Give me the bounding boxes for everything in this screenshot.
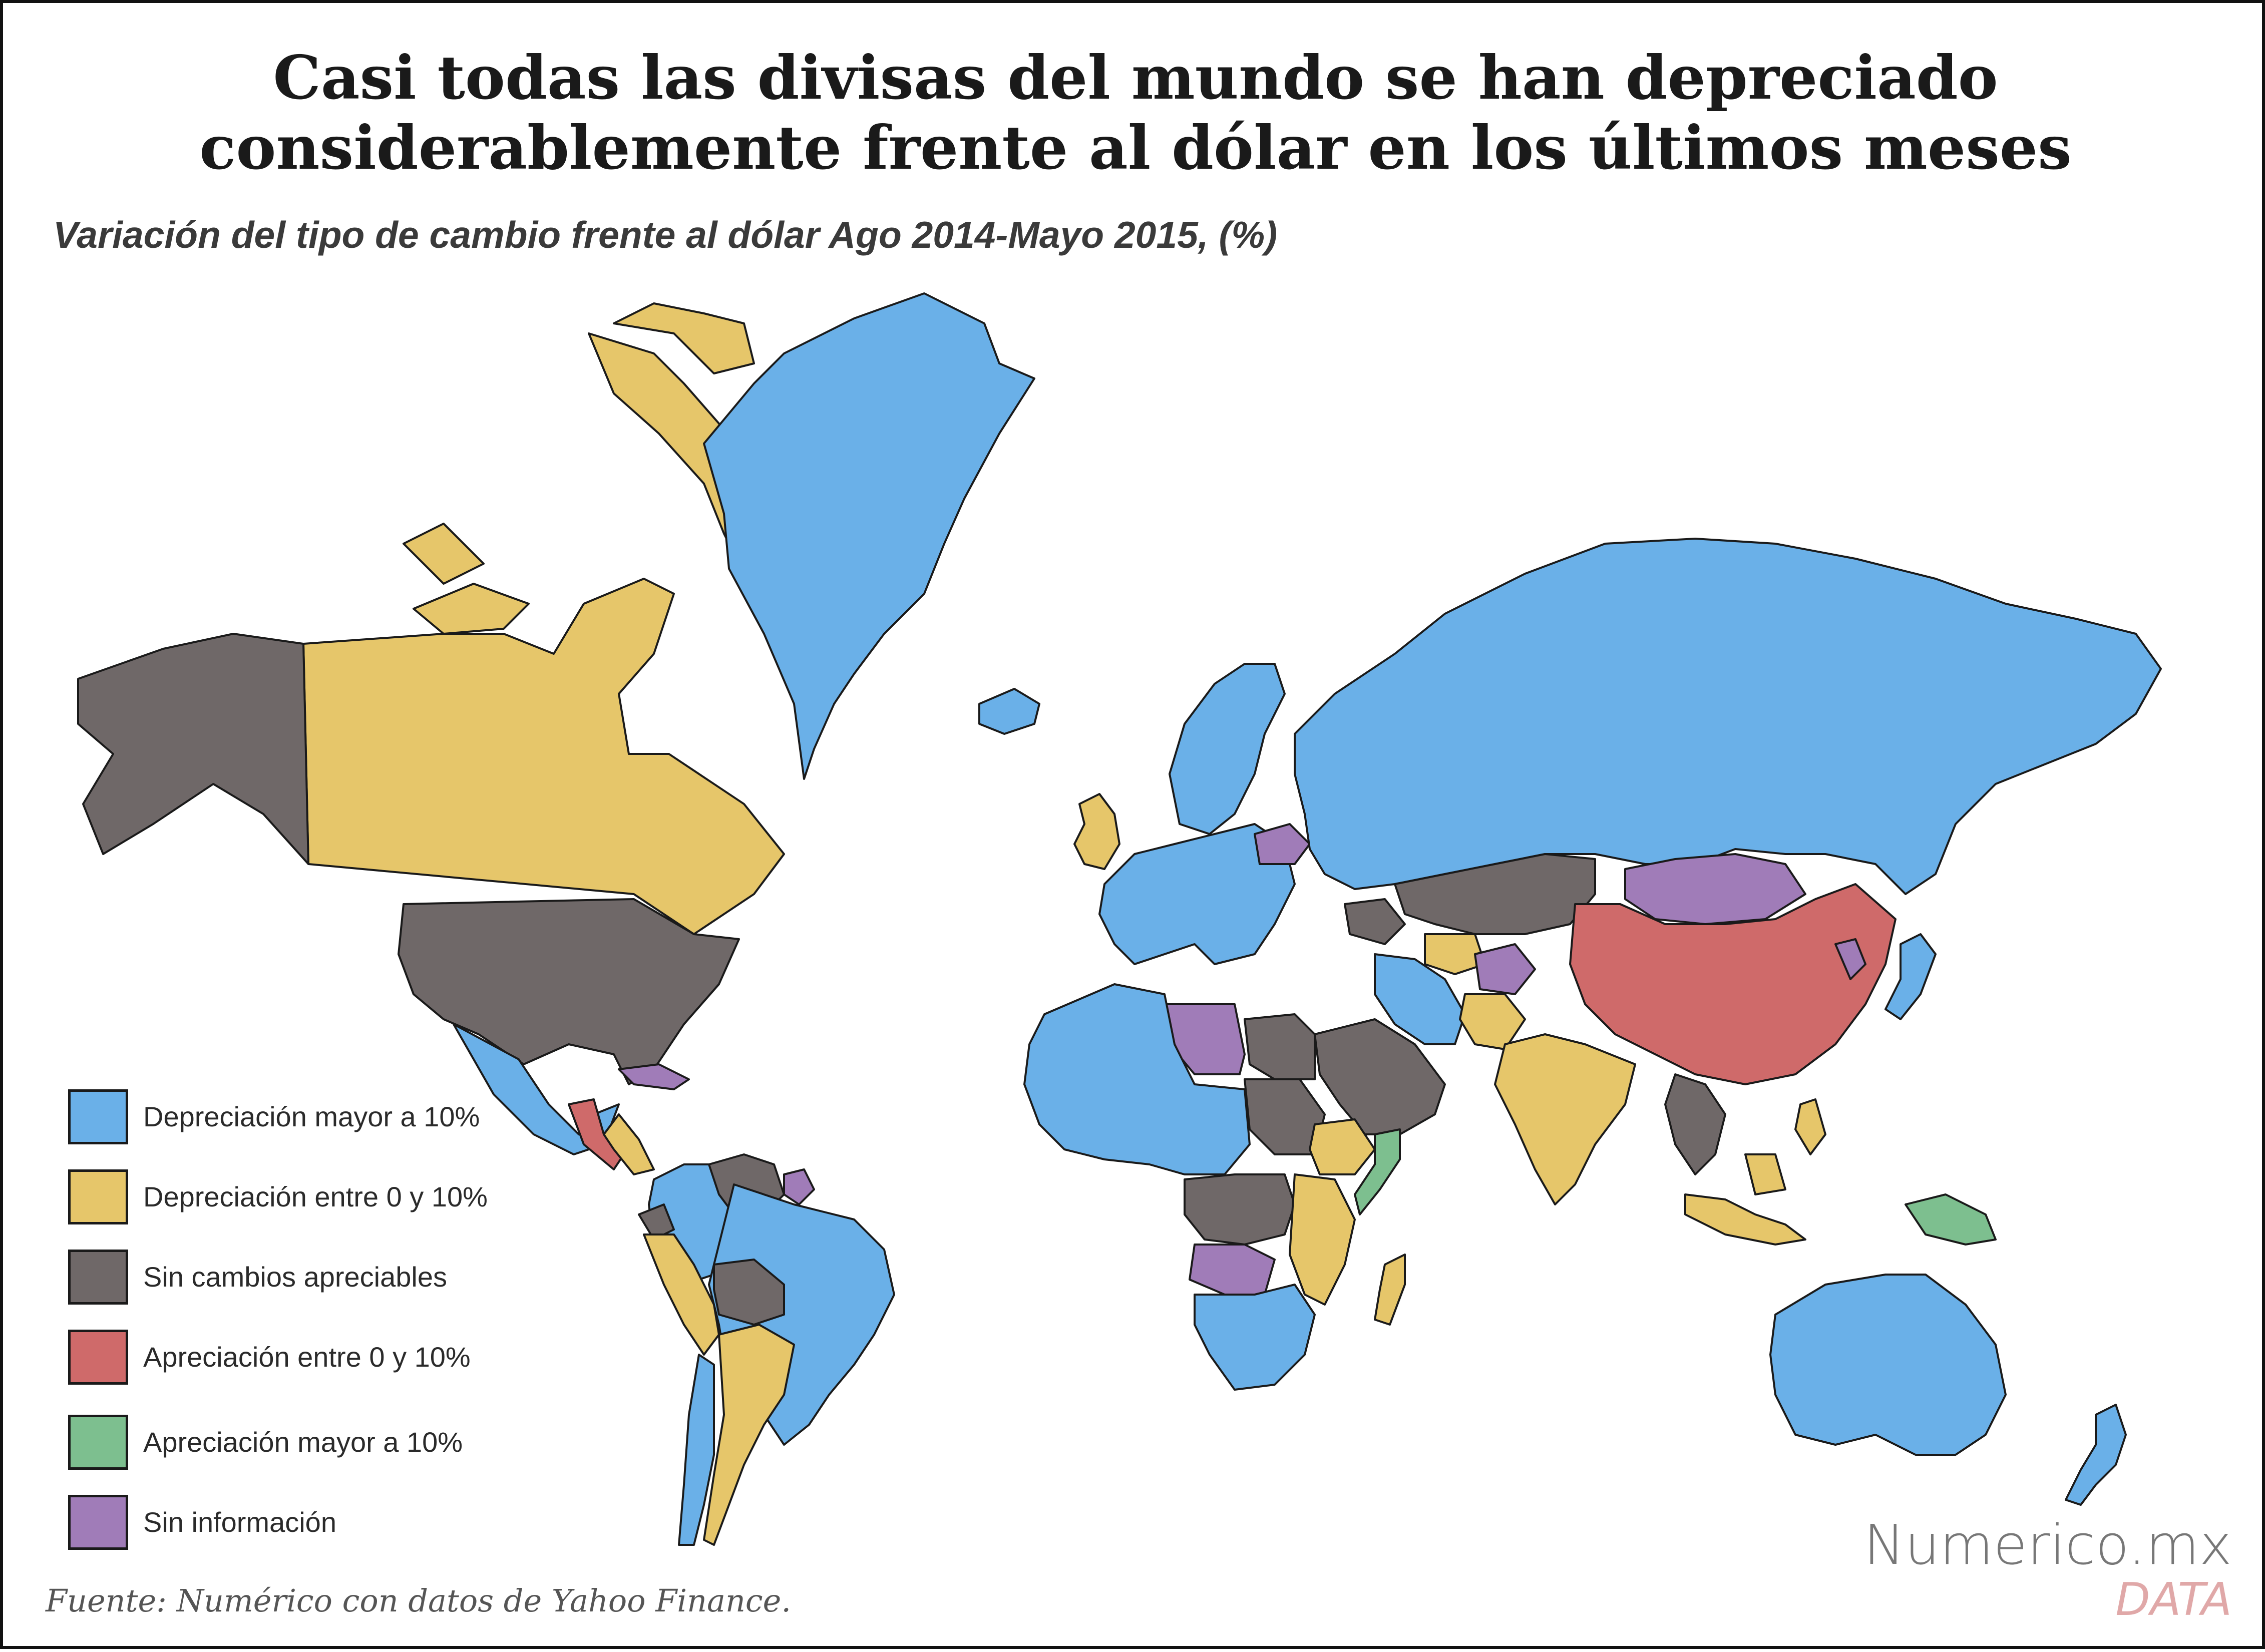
country-australia	[1769, 1274, 2007, 1456]
legend-label: Depreciación entre 0 y 10%	[143, 1181, 488, 1212]
country-southeast-asia	[1664, 1073, 1726, 1175]
legend-label: Apreciación mayor a 10%	[143, 1426, 463, 1458]
country-canadian-arctic-archipelago	[403, 302, 765, 635]
world-map	[77, 292, 2162, 1546]
country-bolivia	[713, 1259, 785, 1326]
country-new-zealand	[2065, 1404, 2127, 1506]
country-guyana	[783, 1168, 815, 1205]
country-angola	[1189, 1244, 1276, 1296]
country-argentina	[703, 1324, 795, 1546]
country-cuba	[618, 1063, 690, 1090]
country-afghanistan	[1474, 943, 1536, 995]
country-canada	[302, 578, 785, 935]
brand-name: Numerico.mx	[1863, 1513, 2232, 1577]
country-indonesia	[1684, 1153, 1806, 1246]
country-alaska	[77, 633, 309, 865]
country-china	[1569, 883, 1897, 1085]
legend-swatch	[68, 1169, 128, 1224]
country-united-kingdom	[1073, 793, 1120, 870]
legend-label: Depreciación mayor a 10%	[143, 1101, 480, 1132]
country-papua-new-guinea	[1905, 1193, 1997, 1246]
country-mexico	[453, 1023, 620, 1155]
country-arabian-peninsula	[1314, 1018, 1446, 1135]
country-iran	[1374, 953, 1466, 1045]
country-egypt	[1244, 1013, 1316, 1080]
country-scandinavia	[1169, 663, 1286, 835]
title-line-1: Casi todas las divisas del mundo se han …	[273, 43, 1998, 113]
legend-label: Sin cambios apreciables	[143, 1261, 447, 1293]
country-india	[1494, 1033, 1636, 1205]
country-greenland	[703, 292, 1035, 780]
legend-swatch	[68, 1415, 128, 1470]
legend-swatch	[68, 1250, 128, 1305]
country-southern-africa	[1194, 1284, 1316, 1391]
country-caucasus	[1344, 898, 1406, 945]
country-west-africa	[1023, 983, 1251, 1175]
country-philippines	[1794, 1098, 1826, 1155]
legend-swatch	[68, 1495, 128, 1550]
country-ethiopia	[1309, 1118, 1376, 1175]
legend-label: Apreciación entre 0 y 10%	[143, 1341, 471, 1373]
legend-swatch	[68, 1089, 128, 1144]
country-korea	[1834, 938, 1866, 980]
country-iceland	[978, 688, 1040, 735]
country-europe	[1098, 823, 1296, 965]
legend-label: Sin información	[143, 1506, 336, 1538]
country-turkmenistan	[1424, 933, 1486, 975]
country-chile	[678, 1354, 715, 1546]
country-somalia	[1354, 1128, 1401, 1215]
map-subtitle: Variación del tipo de cambio frente al d…	[53, 214, 1278, 256]
country-central-america	[603, 1113, 655, 1175]
brand-subtitle: DATA	[2115, 1573, 2232, 1626]
country-belarus	[1254, 823, 1311, 865]
country-russia	[1294, 538, 2162, 895]
brand-logo: Numerico.mx DATA	[1863, 1515, 2232, 1625]
country-madagascar	[1374, 1254, 1406, 1326]
map-title: Casi todas las divisas del mundo se han …	[3, 43, 2265, 183]
country-mongolia	[1624, 853, 1806, 925]
country-ecuador	[638, 1203, 675, 1241]
country-japan	[1884, 933, 1937, 1020]
title-line-2: considerablemente frente al dólar en los…	[199, 113, 2072, 183]
source-note: Fuente: Numérico con datos de Yahoo Fina…	[46, 1582, 792, 1619]
legend-swatch	[68, 1330, 128, 1385]
country-central-africa	[1184, 1173, 1296, 1246]
country-east-africa	[1289, 1173, 1356, 1306]
